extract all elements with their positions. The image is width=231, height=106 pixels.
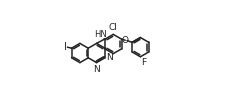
Text: I: I [64,42,67,52]
Text: F: F [141,58,146,67]
Text: O: O [121,36,128,45]
Text: N: N [106,53,112,62]
Text: N: N [92,65,99,73]
Text: Cl: Cl [108,24,117,33]
Text: HN: HN [94,30,106,39]
